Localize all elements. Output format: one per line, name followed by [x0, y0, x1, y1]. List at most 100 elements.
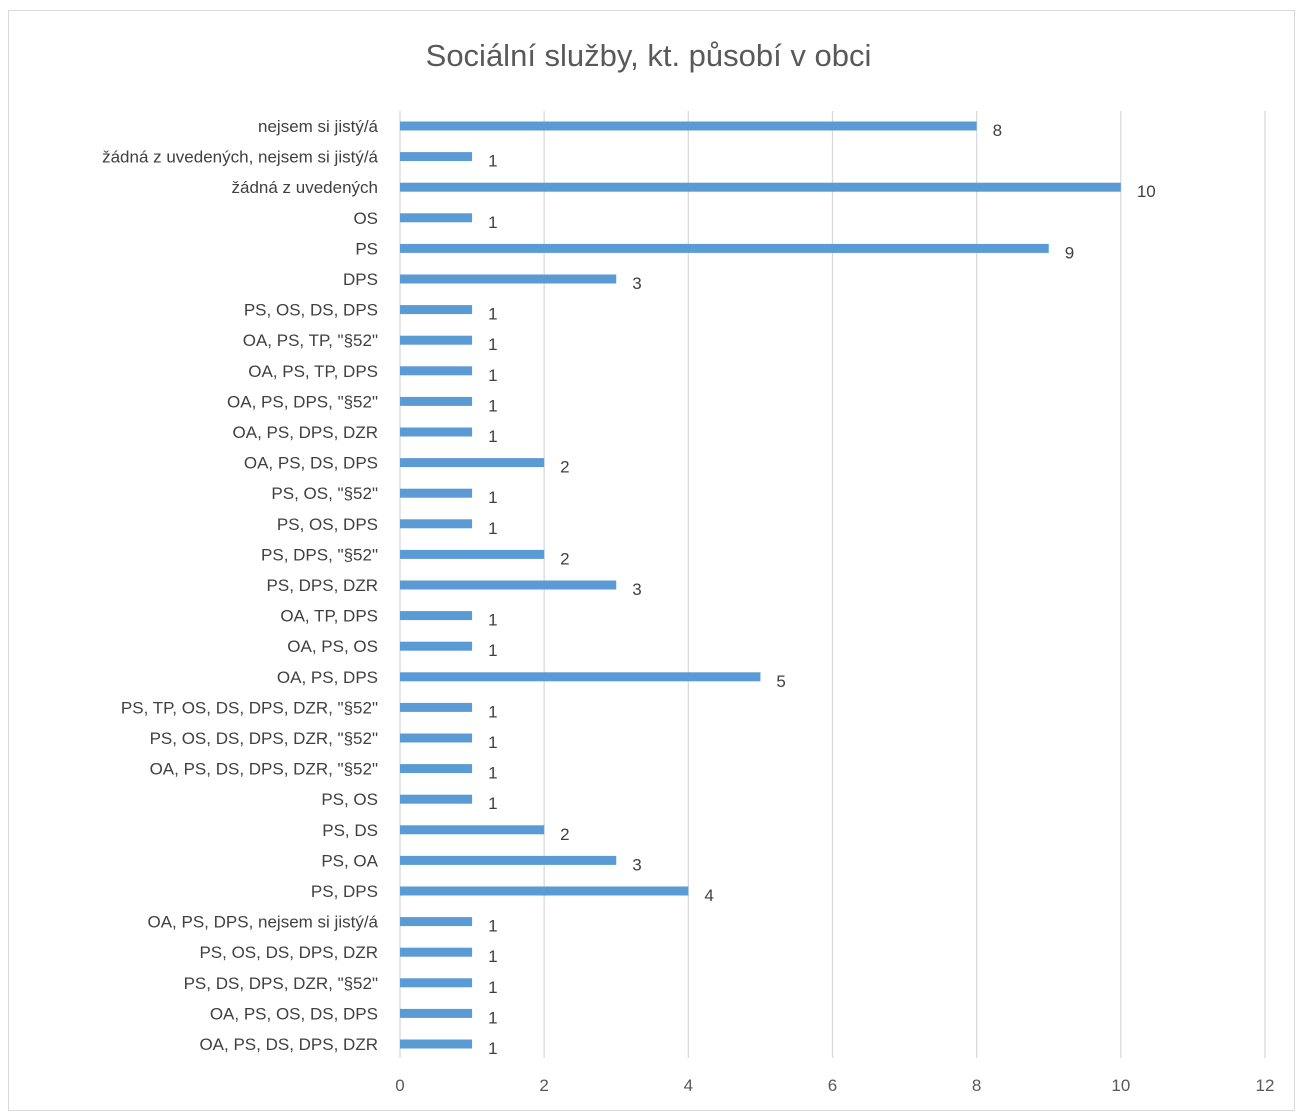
- category-label: OA, PS, DPS: [277, 668, 378, 687]
- data-label: 2: [560, 549, 569, 568]
- data-label: 1: [488, 611, 497, 630]
- data-label: 1: [488, 1039, 497, 1058]
- data-label: 9: [1065, 243, 1074, 262]
- x-tick-label: 0: [395, 1076, 404, 1095]
- category-label: PS, OS, "§52": [271, 484, 378, 503]
- bar: [400, 947, 473, 957]
- data-label: 1: [488, 427, 497, 446]
- data-label: 1: [488, 1008, 497, 1027]
- data-label: 4: [704, 886, 713, 905]
- bar: [400, 243, 1049, 253]
- category-label: OA, PS, DPS, DZR: [233, 423, 378, 442]
- bar: [400, 825, 545, 835]
- data-label: 1: [488, 335, 497, 354]
- bar: [400, 641, 473, 651]
- bar: [400, 335, 473, 345]
- category-label: OA, PS, DS, DPS: [244, 454, 378, 473]
- bar: [400, 702, 473, 712]
- category-label: OA, PS, OS: [287, 637, 378, 656]
- bar: [400, 580, 617, 590]
- category-label: OA, PS, DS, DPS, DZR, "§52": [150, 760, 378, 779]
- data-label: 1: [488, 917, 497, 936]
- category-label: OA, PS, TP, DPS: [248, 362, 378, 381]
- chart-frame: [8, 10, 1295, 1111]
- data-label: 1: [488, 764, 497, 783]
- data-label: 1: [488, 305, 497, 324]
- category-label: OA, PS, DS, DPS, DZR: [199, 1035, 378, 1054]
- bar: [400, 305, 473, 315]
- bar: [400, 978, 473, 988]
- bar: [400, 549, 545, 559]
- category-label: nejsem si jistý/á: [258, 117, 379, 136]
- bar: [400, 396, 473, 406]
- bar: [400, 672, 761, 682]
- category-label: žádná z uvedených, nejsem si jistý/á: [102, 148, 378, 167]
- category-label: žádná z uvedených: [232, 178, 379, 197]
- bar: [400, 366, 473, 376]
- data-label: 1: [488, 519, 497, 538]
- category-label: PS, OS, DS, DPS, DZR, "§52": [150, 729, 378, 748]
- bar: [400, 794, 473, 804]
- category-label: OA, TP, DPS: [280, 607, 378, 626]
- category-label: PS, OS: [321, 790, 378, 809]
- data-label: 1: [488, 366, 497, 385]
- data-label: 3: [632, 274, 641, 293]
- x-tick-label: 2: [539, 1076, 548, 1095]
- category-label: OA, PS, DPS, nejsem si jistý/á: [147, 913, 378, 932]
- data-label: 8: [993, 121, 1002, 140]
- data-label: 2: [560, 825, 569, 844]
- bar: [400, 764, 473, 774]
- bar: [400, 427, 473, 437]
- bar: [400, 213, 473, 223]
- category-label: PS, DPS, "§52": [261, 545, 378, 564]
- category-label: PS, OS, DS, DPS: [244, 301, 378, 320]
- bar: [400, 733, 473, 743]
- category-label: OS: [353, 209, 378, 228]
- data-label: 1: [488, 733, 497, 752]
- bar: [400, 1039, 473, 1049]
- data-label: 1: [488, 641, 497, 660]
- x-tick-label: 10: [1111, 1076, 1130, 1095]
- category-label: PS, DPS: [311, 882, 378, 901]
- bar: [400, 917, 473, 927]
- data-label: 3: [632, 580, 641, 599]
- data-label: 1: [488, 396, 497, 415]
- data-label: 1: [488, 702, 497, 721]
- x-tick-label: 8: [972, 1076, 981, 1095]
- category-label: PS: [355, 239, 378, 258]
- bar: [400, 519, 473, 529]
- bar: [400, 488, 473, 498]
- data-label: 2: [560, 458, 569, 477]
- data-label: 1: [488, 488, 497, 507]
- x-tick-label: 4: [684, 1076, 693, 1095]
- data-label: 10: [1137, 182, 1156, 201]
- category-label: OA, PS, DPS, "§52": [227, 392, 378, 411]
- bar: [400, 121, 977, 131]
- category-label: PS, OS, DS, DPS, DZR: [199, 943, 378, 962]
- category-label: PS, DS: [322, 821, 378, 840]
- category-label: OA, PS, OS, DS, DPS: [210, 1004, 378, 1023]
- data-label: 1: [488, 978, 497, 997]
- x-tick-label: 6: [828, 1076, 837, 1095]
- data-label: 3: [632, 855, 641, 874]
- bar: [400, 152, 473, 162]
- category-label: PS, OA: [321, 851, 378, 870]
- category-label: PS, DS, DPS, DZR, "§52": [184, 974, 378, 993]
- bar: [400, 886, 689, 896]
- bar: [400, 458, 545, 468]
- data-label: 1: [488, 152, 497, 171]
- category-label: PS, DPS, DZR: [267, 576, 378, 595]
- x-tick-label: 12: [1256, 1076, 1275, 1095]
- chart-title: Sociální služby, kt. působí v obci: [425, 38, 872, 73]
- data-label: 5: [776, 672, 785, 691]
- data-label: 1: [488, 213, 497, 232]
- bar: [400, 274, 617, 284]
- bar: [400, 1008, 473, 1018]
- data-label: 1: [488, 794, 497, 813]
- bar: [400, 611, 473, 621]
- category-label: OA, PS, TP, "§52": [243, 331, 378, 350]
- data-label: 1: [488, 947, 497, 966]
- category-label: DPS: [343, 270, 378, 289]
- bar: [400, 855, 617, 865]
